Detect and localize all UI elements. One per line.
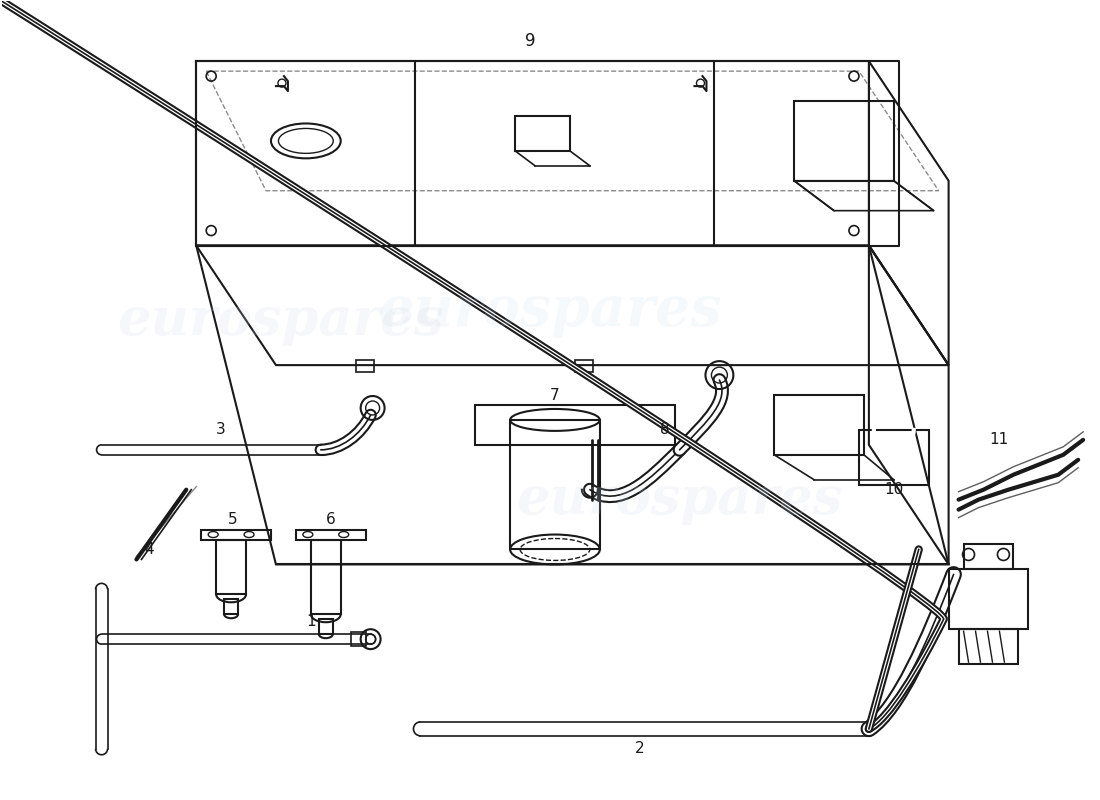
Bar [296, 530, 365, 539]
Text: 7: 7 [550, 387, 560, 402]
Text: 9: 9 [525, 32, 536, 50]
Text: 1: 1 [306, 614, 316, 629]
Bar [948, 570, 1028, 630]
Bar [575, 360, 593, 372]
Bar [217, 539, 246, 594]
Text: eurospares: eurospares [118, 294, 444, 346]
Bar [201, 530, 271, 539]
Bar [964, 545, 1013, 570]
Bar [475, 405, 674, 445]
Bar [355, 360, 374, 372]
Bar [319, 619, 333, 634]
Bar [510, 420, 600, 550]
Text: 10: 10 [884, 482, 903, 497]
Text: 11: 11 [989, 432, 1008, 447]
Text: 3: 3 [217, 422, 226, 438]
Bar [515, 116, 570, 151]
Bar [311, 539, 341, 614]
Text: 6: 6 [326, 512, 336, 527]
Bar [774, 395, 864, 455]
Text: 2: 2 [635, 742, 645, 756]
Text: 5: 5 [229, 512, 238, 527]
Text: eurospares: eurospares [516, 474, 843, 525]
Text: 8: 8 [660, 422, 670, 438]
Bar [351, 632, 365, 646]
Bar [224, 599, 238, 614]
Bar [859, 430, 928, 485]
Bar [958, 630, 1019, 664]
Bar [794, 101, 894, 181]
Text: 4: 4 [144, 542, 154, 557]
Text: eurospares: eurospares [378, 283, 722, 338]
